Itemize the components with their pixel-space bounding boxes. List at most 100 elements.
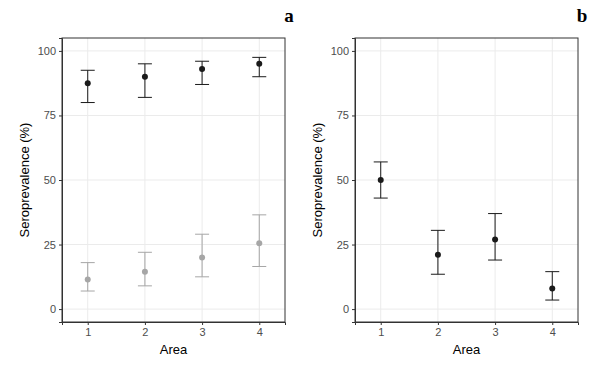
error-cap bbox=[545, 271, 559, 272]
point bbox=[435, 252, 441, 258]
marks bbox=[81, 57, 267, 291]
point bbox=[549, 285, 555, 291]
tick: 25 bbox=[44, 239, 62, 251]
error-cap bbox=[431, 274, 445, 275]
panel: 02550751001234AreaSeroprevalence (%) bbox=[17, 38, 286, 357]
point bbox=[85, 276, 91, 282]
error-cap bbox=[195, 276, 209, 277]
series bbox=[81, 57, 267, 102]
grid-line bbox=[355, 244, 578, 245]
point bbox=[492, 236, 498, 242]
tick: 3 bbox=[493, 322, 499, 338]
y-axis: 0 25 50 75 100 bbox=[331, 39, 356, 323]
tick-label: 2 bbox=[435, 326, 441, 338]
axis-line bbox=[63, 323, 286, 326]
tick-label: 25 bbox=[337, 239, 349, 251]
tick: 100 bbox=[38, 45, 62, 57]
tick: 75 bbox=[337, 109, 355, 121]
grid-line bbox=[355, 309, 578, 310]
plot-background bbox=[355, 38, 578, 322]
error-cap bbox=[81, 262, 95, 263]
tick: 2 bbox=[435, 322, 441, 338]
tick: 25 bbox=[337, 239, 355, 251]
plot-frame bbox=[62, 38, 285, 322]
error-cap bbox=[195, 61, 209, 62]
tick: 4 bbox=[550, 322, 556, 338]
error-cap bbox=[138, 63, 152, 64]
panel: 02550751001234AreaSeroprevalence (%) bbox=[310, 38, 579, 357]
point bbox=[142, 269, 148, 275]
error-cap bbox=[81, 70, 95, 71]
grid-line bbox=[62, 115, 285, 116]
y-axis: 0 25 50 75 100 bbox=[38, 39, 63, 323]
tick: 50 bbox=[337, 174, 355, 186]
error-cap bbox=[374, 198, 388, 199]
error-bar bbox=[259, 57, 260, 76]
error-cap bbox=[81, 102, 95, 103]
grid-line bbox=[62, 180, 285, 181]
error-cap bbox=[252, 266, 266, 267]
tick: 0 bbox=[50, 303, 62, 315]
tick-label: 4 bbox=[550, 326, 556, 338]
error-cap bbox=[252, 214, 266, 215]
panel-label: b bbox=[577, 5, 588, 26]
error-cap bbox=[138, 97, 152, 98]
point bbox=[85, 80, 91, 86]
tick-label: 100 bbox=[38, 45, 56, 57]
tick-label: 4 bbox=[257, 326, 263, 338]
plot-background bbox=[62, 38, 285, 322]
tick: 3 bbox=[200, 322, 206, 338]
grid-line bbox=[437, 38, 438, 322]
tick-label: 0 bbox=[343, 303, 349, 315]
point bbox=[256, 240, 262, 246]
point bbox=[142, 74, 148, 80]
error-cap bbox=[252, 76, 266, 77]
grid-line bbox=[355, 180, 578, 181]
y-axis-title: Seroprevalence (%) bbox=[310, 123, 325, 238]
tick-label: 100 bbox=[331, 45, 349, 57]
error-cap bbox=[195, 84, 209, 85]
grid bbox=[62, 38, 285, 322]
axis-line bbox=[356, 323, 579, 326]
figure: 02550751001234AreaSeroprevalence (%)a025… bbox=[0, 0, 597, 370]
grid-line bbox=[259, 38, 260, 322]
grid-line bbox=[62, 244, 285, 245]
error-cap bbox=[488, 260, 502, 261]
tick: 100 bbox=[331, 45, 355, 57]
grid-line bbox=[62, 50, 285, 51]
tick-label: 0 bbox=[50, 303, 56, 315]
tick: 75 bbox=[44, 109, 62, 121]
tick-label: 75 bbox=[44, 109, 56, 121]
error-cap bbox=[374, 161, 388, 162]
marks bbox=[374, 162, 560, 300]
tick-label: 2 bbox=[142, 326, 148, 338]
series bbox=[374, 162, 560, 300]
error-bar bbox=[87, 70, 88, 102]
tick: 50 bbox=[44, 174, 62, 186]
grid-line bbox=[495, 38, 496, 322]
grid-line bbox=[144, 38, 145, 322]
tick: 2 bbox=[142, 322, 148, 338]
tick-label: 50 bbox=[44, 174, 56, 186]
x-axis: 1 2 3 4 bbox=[63, 322, 286, 338]
panel-label: a bbox=[284, 5, 294, 26]
tick: 1 bbox=[85, 322, 91, 338]
grid-line bbox=[62, 309, 285, 310]
tick-label: 3 bbox=[493, 326, 499, 338]
tick-label: 1 bbox=[85, 326, 91, 338]
error-cap bbox=[545, 300, 559, 301]
error-bar bbox=[144, 64, 145, 98]
point bbox=[378, 177, 384, 183]
x-axis-title: Area bbox=[160, 342, 188, 357]
tick-label: 75 bbox=[337, 109, 349, 121]
error-cap bbox=[138, 252, 152, 253]
grid-line bbox=[552, 38, 553, 322]
plot-frame bbox=[355, 38, 578, 322]
x-axis-title: Area bbox=[453, 342, 481, 357]
grid-line bbox=[355, 50, 578, 51]
x-axis: 1234 bbox=[356, 322, 579, 338]
tick-label: 50 bbox=[337, 174, 349, 186]
tick-label: 25 bbox=[44, 239, 56, 251]
grid-line bbox=[355, 115, 578, 116]
tick: 4 bbox=[257, 322, 263, 338]
